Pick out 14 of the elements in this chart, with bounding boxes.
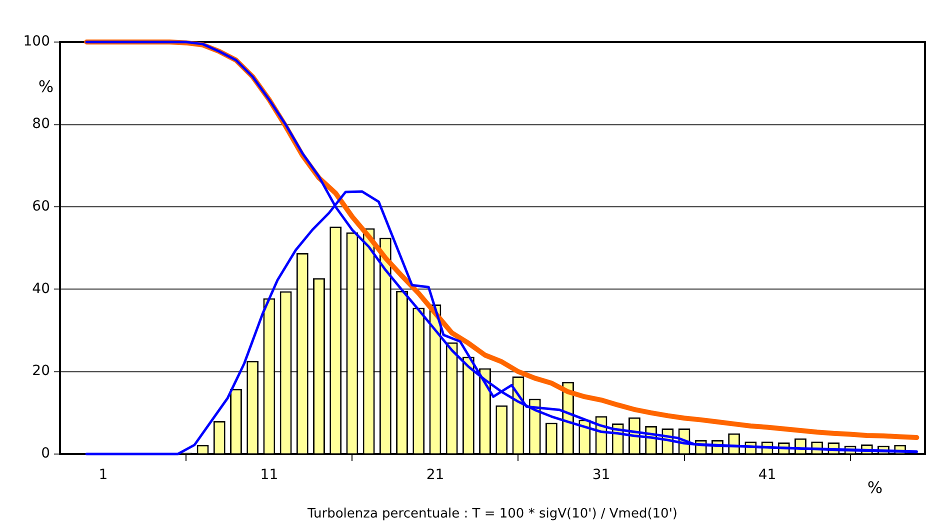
y-tick-label: 0 [41,446,50,462]
x-tick-label: 1 [98,467,108,484]
x-tick-label: 41 [758,467,776,484]
y-tick-label: 60 [32,198,50,214]
y-tick-label: 80 [32,116,50,132]
x-axis-title: Turbolenza percentuale : T = 100 * sigV(10') / Vmed(10') [306,506,678,522]
x-tick-label: 11 [260,467,278,484]
x-tick-label: 21 [426,467,444,484]
y-tick-label: 100 [23,34,50,50]
y-tick-label: 40 [32,280,50,297]
text: % [867,478,883,498]
x-tick-label: 31 [592,467,610,484]
y-axis-title: % [38,77,54,96]
y-tick-label: 20 [32,363,50,380]
